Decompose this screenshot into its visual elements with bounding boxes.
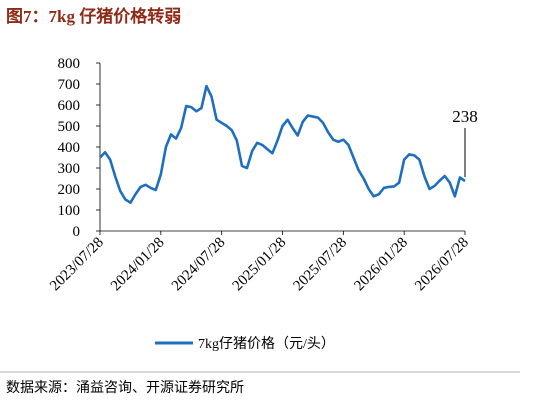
y-tick-label: 300 xyxy=(58,161,81,177)
y-tick-label: 700 xyxy=(58,77,81,93)
legend-label: 7kg仔猪价格（元/头） xyxy=(198,336,335,352)
y-tick-label: 100 xyxy=(58,203,81,219)
chart-title: 图7：7kg 仔猪价格转弱 xyxy=(6,6,181,26)
x-tick-label: 2025/01/28 xyxy=(230,235,290,295)
y-tick-label: 200 xyxy=(58,182,81,198)
y-tick-label: 500 xyxy=(58,119,81,135)
y-tick-label: 600 xyxy=(58,98,81,114)
source-note: 数据来源：涌益咨询、开源证券研究所 xyxy=(6,380,244,396)
data-line xyxy=(99,84,466,204)
x-tick-label: 2024/07/28 xyxy=(169,235,229,295)
y-tick-label: 0 xyxy=(73,224,81,240)
x-tick-label: 2025/07/28 xyxy=(291,235,351,295)
data-label: 238 xyxy=(452,107,478,126)
x-tick-label: 2024/01/28 xyxy=(108,235,168,295)
x-tick-label: 2026/07/28 xyxy=(412,235,472,295)
x-tick-label: 2026/01/28 xyxy=(351,235,411,295)
x-tick-label: 2023/07/28 xyxy=(47,235,107,295)
y-tick-label: 800 xyxy=(58,56,81,72)
y-tick-label: 400 xyxy=(58,140,81,156)
